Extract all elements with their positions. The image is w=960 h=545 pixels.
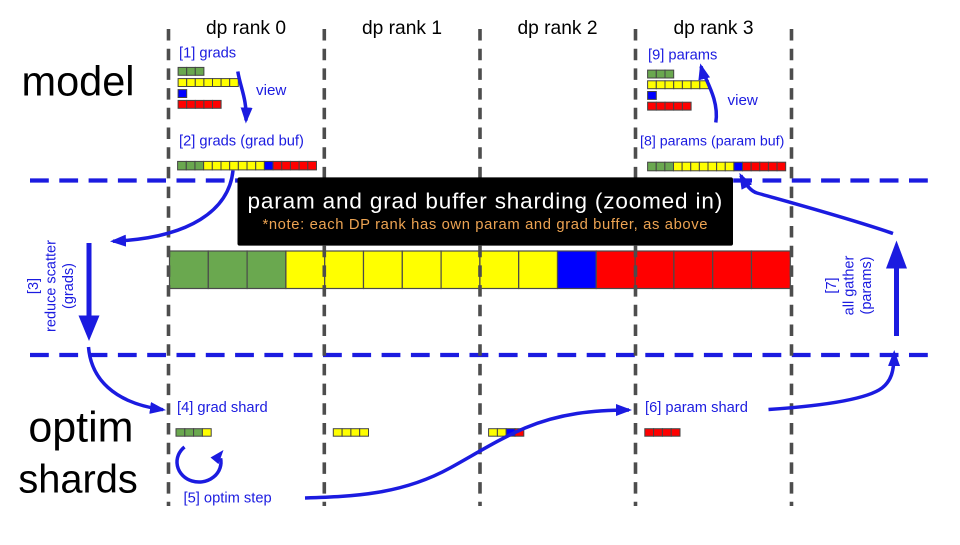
svg-text:reduce scatter: reduce scatter: [44, 240, 60, 332]
svg-text:shards: shards: [18, 458, 137, 502]
svg-text:[4] grad shard: [4] grad shard: [177, 400, 268, 416]
svg-text:dp rank 2: dp rank 2: [517, 18, 597, 39]
svg-text:model: model: [22, 57, 135, 104]
svg-text:param and grad buffer sharding: param and grad buffer sharding (zoomed i…: [248, 189, 724, 214]
svg-text:[6] param shard: [6] param shard: [645, 400, 748, 416]
svg-text:*note: each DP rank has own pa: *note: each DP rank has own param and gr…: [262, 217, 708, 233]
svg-text:[5] optim step: [5] optim step: [184, 491, 272, 507]
svg-text:(params): (params): [859, 256, 875, 314]
svg-text:view: view: [728, 92, 758, 109]
svg-text:optim: optim: [28, 404, 133, 452]
svg-text:dp rank 1: dp rank 1: [362, 18, 442, 39]
svg-text:dp rank 0: dp rank 0: [206, 18, 286, 39]
svg-text:all gather: all gather: [842, 256, 858, 316]
svg-text:dp rank 3: dp rank 3: [673, 18, 753, 39]
svg-text:[3]: [3]: [26, 278, 42, 294]
svg-text:view: view: [256, 82, 286, 99]
svg-text:[2] grads (grad buf): [2] grads (grad buf): [179, 134, 304, 150]
svg-text:[7]: [7]: [824, 277, 840, 293]
svg-text:[1] grads: [1] grads: [179, 45, 236, 61]
svg-text:(grads): (grads): [61, 263, 77, 309]
svg-text:[9] params: [9] params: [648, 48, 717, 64]
svg-text:[8] params (param buf): [8] params (param buf): [640, 134, 784, 150]
